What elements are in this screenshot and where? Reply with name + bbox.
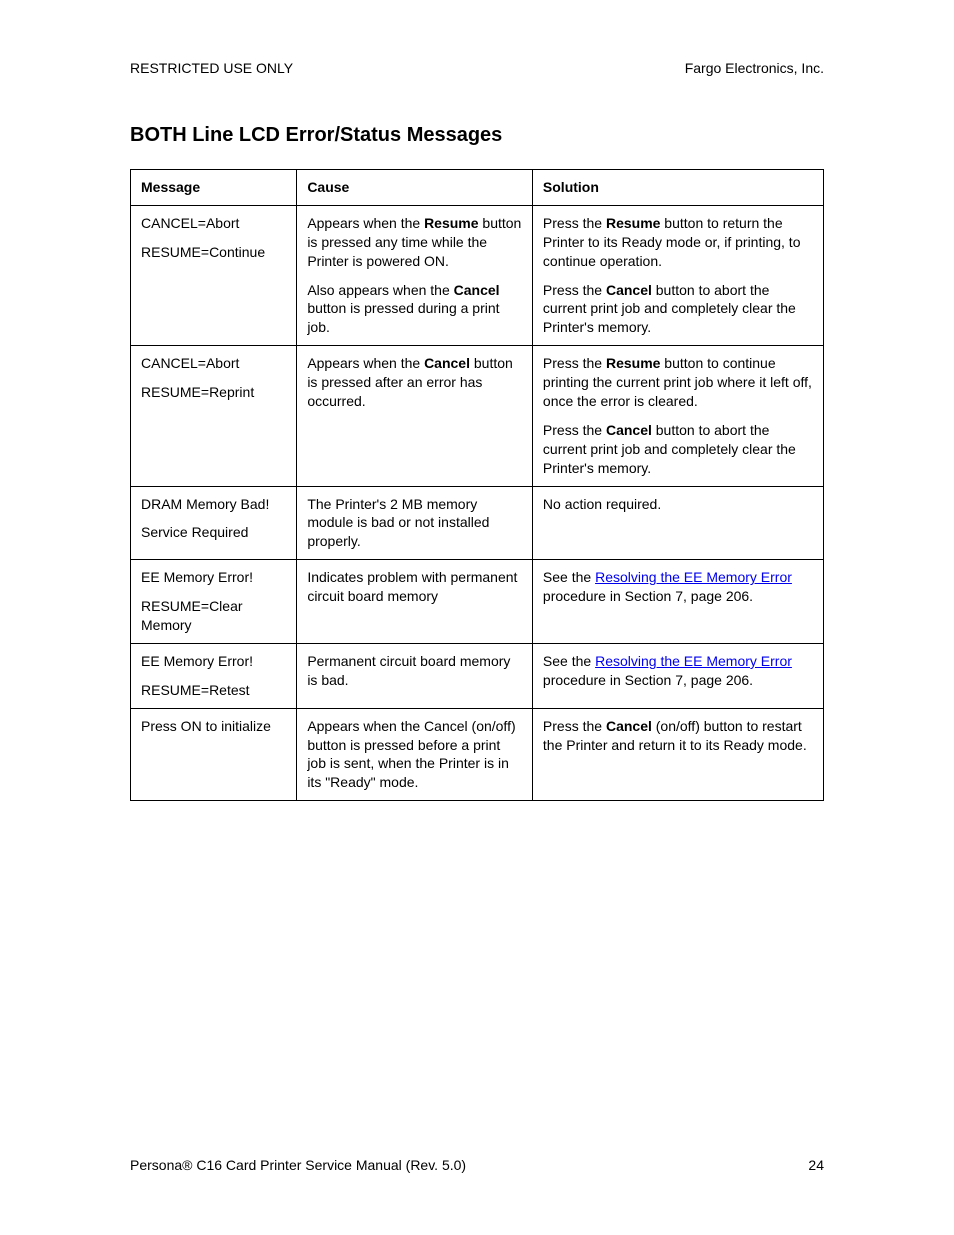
cause-paragraph: Indicates problem with permanent circuit… bbox=[307, 568, 522, 606]
message-cell: CANCEL=Abort RESUME=Reprint bbox=[131, 346, 297, 486]
bold-term: Resume bbox=[606, 355, 660, 371]
message-line: RESUME=Continue bbox=[141, 243, 286, 262]
message-line: EE Memory Error! bbox=[141, 568, 286, 587]
cause-cell: Appears when the Cancel button is presse… bbox=[297, 346, 533, 486]
table-row: CANCEL=Abort RESUME=Reprint Appears when t… bbox=[131, 346, 824, 486]
solution-paragraph: Press the Cancel button to abort the cur… bbox=[543, 421, 813, 478]
bold-term: Resume bbox=[424, 215, 478, 231]
message-line: RESUME=Retest bbox=[141, 681, 286, 700]
message-line: EE Memory Error! bbox=[141, 652, 286, 671]
header-left: RESTRICTED USE ONLY bbox=[130, 60, 293, 76]
cause-cell: The Printer's 2 MB memory module is bad … bbox=[297, 486, 533, 560]
cause-cell: Appears when the Cancel (on/off) button … bbox=[297, 708, 533, 801]
solution-cell: Press the Resume button to return the Pr… bbox=[532, 205, 823, 345]
bold-term: Cancel bbox=[606, 718, 652, 734]
cause-paragraph: Appears when the Resume button is presse… bbox=[307, 214, 522, 271]
column-header-message: Message bbox=[131, 170, 297, 206]
cause-paragraph: Appears when the Cancel (on/off) button … bbox=[307, 717, 522, 793]
message-cell: EE Memory Error! RESUME=Retest bbox=[131, 643, 297, 708]
column-header-solution: Solution bbox=[532, 170, 823, 206]
cause-paragraph: Also appears when the Cancel button is p… bbox=[307, 281, 522, 338]
solution-paragraph: No action required. bbox=[543, 495, 813, 514]
solution-paragraph: See the Resolving the EE Memory Error pr… bbox=[543, 652, 813, 690]
cross-reference-link[interactable]: Resolving the EE Memory Error bbox=[595, 653, 792, 669]
solution-cell: No action required. bbox=[532, 486, 823, 560]
message-cell: CANCEL=Abort RESUME=Continue bbox=[131, 205, 297, 345]
table-row: EE Memory Error! RESUME=Retest Permanent c… bbox=[131, 643, 824, 708]
solution-paragraph: See the Resolving the EE Memory Error pr… bbox=[543, 568, 813, 606]
cause-paragraph: Appears when the Cancel button is presse… bbox=[307, 354, 522, 411]
bold-term: Resume bbox=[606, 215, 660, 231]
table-row: Press ON to initialize Appears when the C… bbox=[131, 708, 824, 801]
section-title: BOTH Line LCD Error/Status Messages bbox=[130, 124, 824, 147]
cross-reference-link[interactable]: Resolving the EE Memory Error bbox=[595, 569, 792, 585]
solution-paragraph: Press the Cancel button to abort the cur… bbox=[543, 281, 813, 338]
cause-cell: Appears when the Resume button is presse… bbox=[297, 205, 533, 345]
solution-paragraph: Press the Resume button to continue prin… bbox=[543, 354, 813, 411]
cause-paragraph: Permanent circuit board memory is bad. bbox=[307, 652, 522, 690]
header-right: Fargo Electronics, Inc. bbox=[685, 60, 824, 76]
message-cell: EE Memory Error! RESUME=Clear Memory bbox=[131, 560, 297, 644]
page-header: RESTRICTED USE ONLY Fargo Electronics, I… bbox=[130, 60, 824, 76]
solution-cell: See the Resolving the EE Memory Error pr… bbox=[532, 643, 823, 708]
message-cell: DRAM Memory Bad! Service Required bbox=[131, 486, 297, 560]
table-header-row: Message Cause Solution bbox=[131, 170, 824, 206]
table-row: DRAM Memory Bad! Service Required The Prin… bbox=[131, 486, 824, 560]
error-messages-table: Message Cause Solution CANCEL=Abort RESUM… bbox=[130, 169, 824, 801]
column-header-cause: Cause bbox=[297, 170, 533, 206]
table-row: CANCEL=Abort RESUME=Continue Appears when … bbox=[131, 205, 824, 345]
solution-paragraph: Press the Resume button to return the Pr… bbox=[543, 214, 813, 271]
message-line: Press ON to initialize bbox=[141, 717, 286, 736]
bold-term: Cancel bbox=[424, 355, 470, 371]
message-cell: Press ON to initialize bbox=[131, 708, 297, 801]
bold-term: Cancel bbox=[454, 282, 500, 298]
message-line: CANCEL=Abort bbox=[141, 214, 286, 233]
message-line: DRAM Memory Bad! bbox=[141, 495, 286, 514]
page-footer: Persona® C16 Card Printer Service Manual… bbox=[130, 1157, 824, 1173]
footer-left: Persona® C16 Card Printer Service Manual… bbox=[130, 1157, 466, 1173]
bold-term: Cancel bbox=[606, 282, 652, 298]
document-page: RESTRICTED USE ONLY Fargo Electronics, I… bbox=[0, 0, 954, 1235]
solution-paragraph: Press the Cancel (on/off) button to rest… bbox=[543, 717, 813, 755]
message-line: RESUME=Clear Memory bbox=[141, 597, 286, 635]
cause-paragraph: The Printer's 2 MB memory module is bad … bbox=[307, 495, 522, 552]
bold-term: Cancel bbox=[606, 422, 652, 438]
cause-cell: Indicates problem with permanent circuit… bbox=[297, 560, 533, 644]
solution-cell: Press the Resume button to continue prin… bbox=[532, 346, 823, 486]
cause-cell: Permanent circuit board memory is bad. bbox=[297, 643, 533, 708]
footer-right: 24 bbox=[808, 1157, 824, 1173]
message-line: CANCEL=Abort bbox=[141, 354, 286, 373]
message-line: RESUME=Reprint bbox=[141, 383, 286, 402]
solution-cell: See the Resolving the EE Memory Error pr… bbox=[532, 560, 823, 644]
solution-cell: Press the Cancel (on/off) button to rest… bbox=[532, 708, 823, 801]
message-line: Service Required bbox=[141, 523, 286, 542]
table-row: EE Memory Error! RESUME=Clear Memory Indic… bbox=[131, 560, 824, 644]
